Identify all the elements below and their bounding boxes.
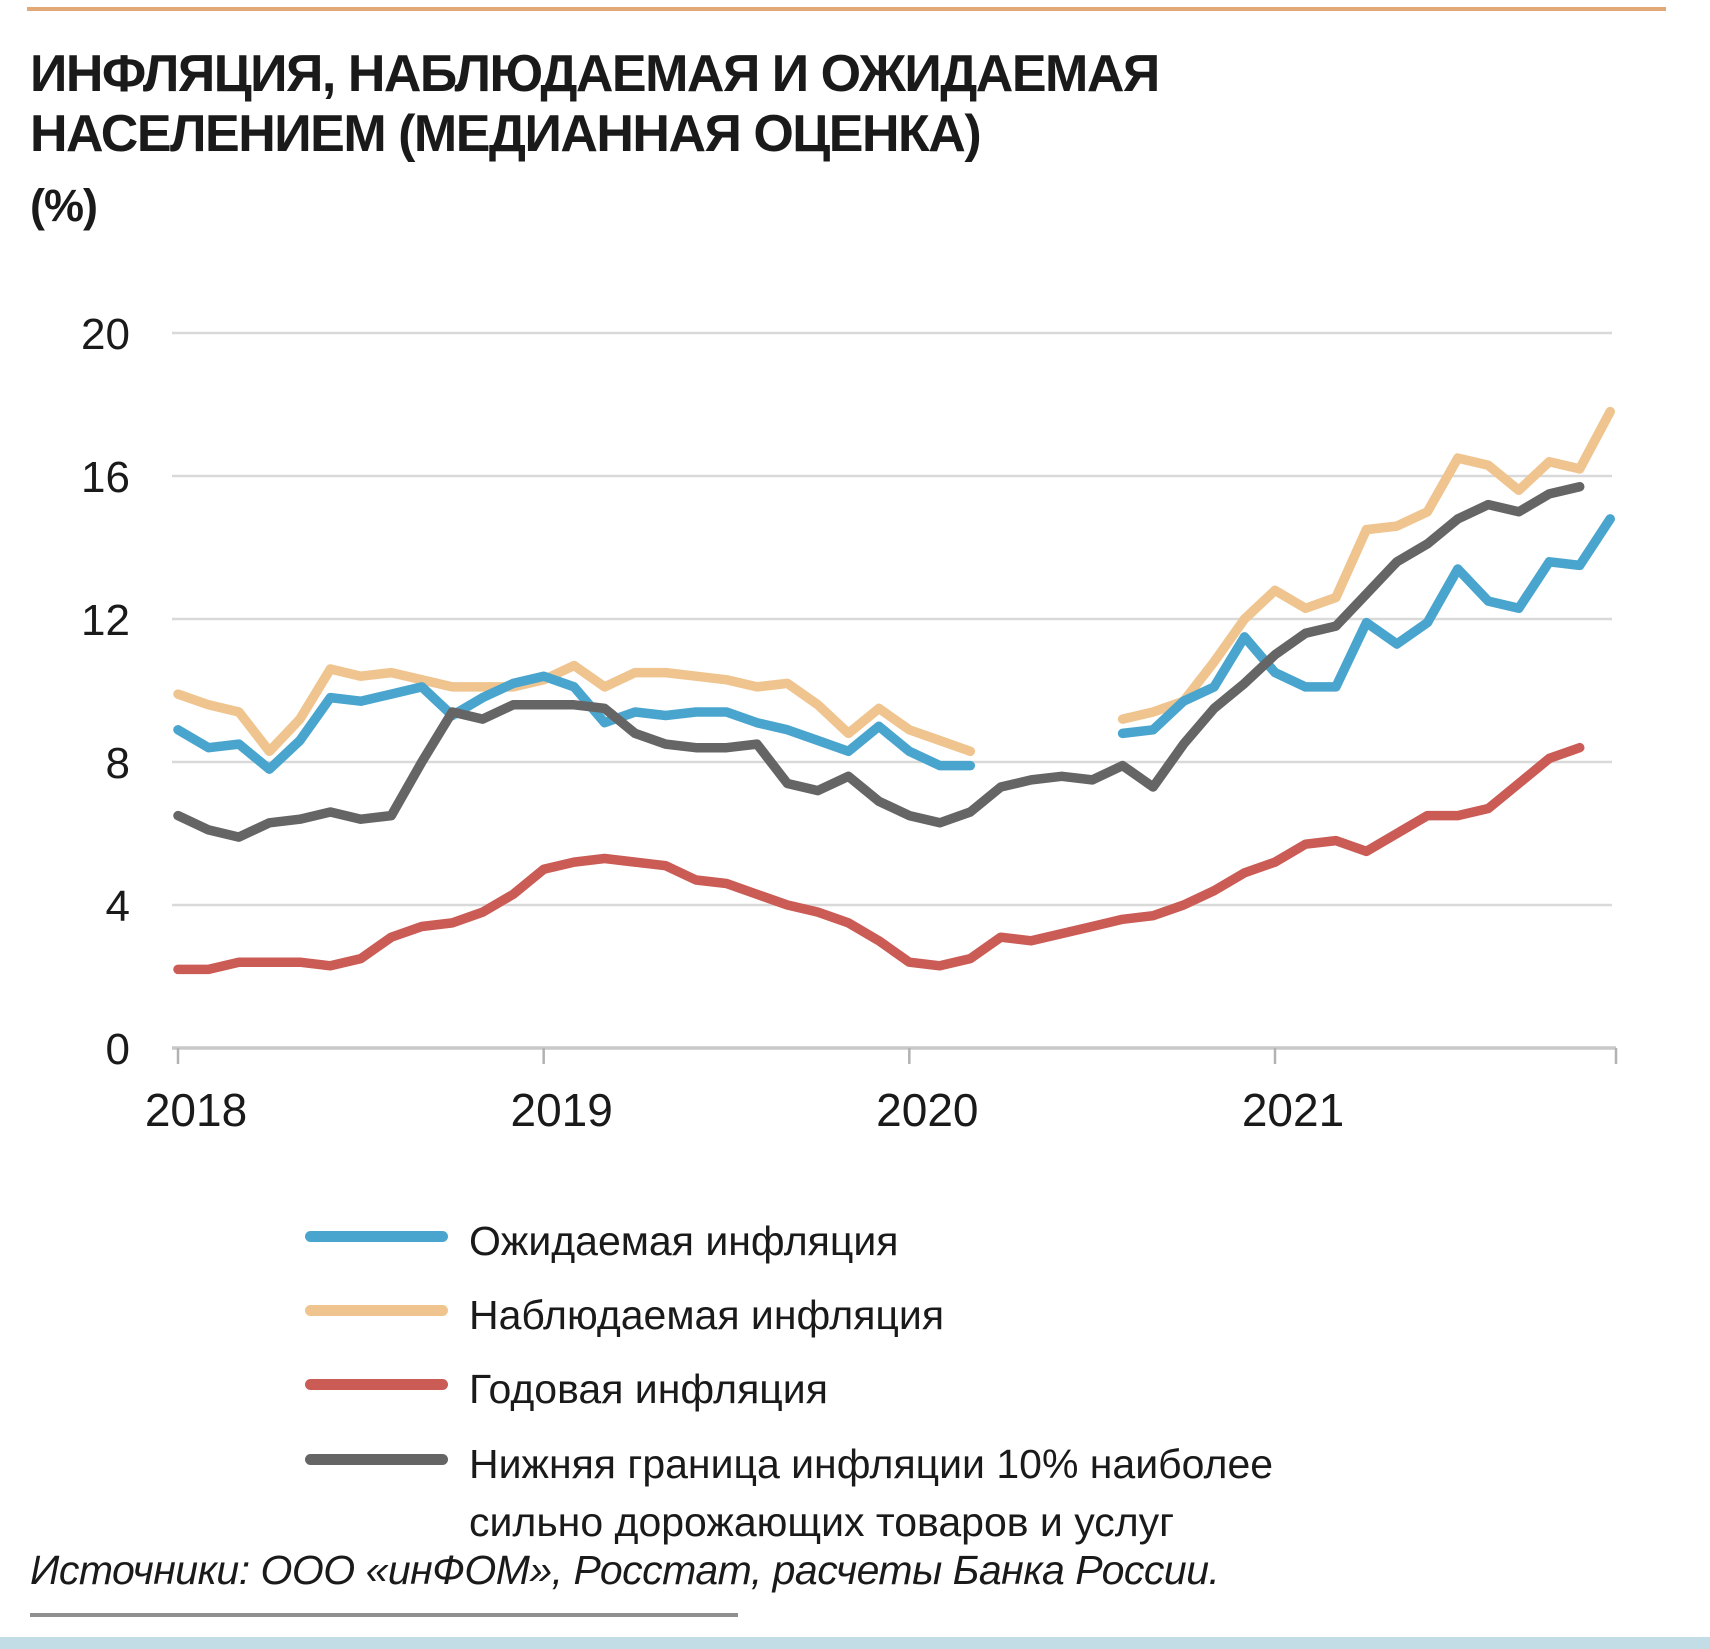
legend-item-observed: Наблюдаемая инфляция	[305, 1286, 1394, 1344]
page-title-line-1: ИНФЛЯЦИЯ, НАБЛЮДАЕМАЯ И ОЖИДАЕМАЯ	[30, 45, 1160, 103]
legend-label-lower10: Нижняя граница инфляции 10% наиболее сил…	[469, 1440, 1274, 1545]
y-axis-label-12: 12	[81, 596, 130, 645]
y-axis-label-20: 20	[81, 310, 130, 359]
x-axis-label-2018: 2018	[145, 1084, 247, 1136]
series-line-lower10	[173, 481, 1585, 842]
chart-legend: Ожидаемая инфляция Наблюдаемая инфляция …	[305, 1212, 1394, 1567]
y-axis-label-4: 4	[106, 882, 130, 931]
series-line-annual	[173, 742, 1585, 975]
top-decorative-rule	[27, 7, 1666, 11]
page-title: ИНФЛЯЦИЯ, НАБЛЮДАЕМАЯ И ОЖИДАЕМАЯ НАСЕЛЕ…	[30, 44, 1160, 165]
y-axis-label-8: 8	[106, 739, 130, 788]
legend-item-lower10: Нижняя граница инфляции 10% наиболее сил…	[305, 1435, 1394, 1551]
series-line-expected	[173, 514, 1615, 774]
unit-label: (%)	[30, 180, 98, 231]
legend-swatch-observed	[305, 1305, 448, 1317]
x-axis-label-2019: 2019	[510, 1084, 612, 1136]
source-note: Источники: ООО «инФОМ», Росстат, расчеты…	[30, 1547, 1220, 1593]
x-axis-label-2020: 2020	[876, 1084, 978, 1136]
source-underline	[30, 1613, 738, 1617]
legend-label-expected: Ожидаемая инфляция	[469, 1218, 899, 1264]
legend-swatch-annual	[305, 1379, 448, 1391]
legend-swatch-expected	[305, 1231, 448, 1242]
y-axis-label-0: 0	[106, 1025, 130, 1074]
legend-swatch-lower10	[305, 1453, 448, 1465]
y-axis-label-16: 16	[81, 453, 130, 502]
legend-item-expected: Ожидаемая инфляция	[305, 1212, 1394, 1270]
bottom-decorative-bar	[0, 1637, 1710, 1649]
legend-label-annual: Годовая инфляция	[469, 1366, 828, 1413]
page-title-line-2: НАСЕЛЕНИЕМ (МЕДИАННАЯ ОЦЕНКА)	[30, 105, 982, 164]
x-axis-label-2021: 2021	[1242, 1084, 1344, 1136]
legend-label-observed: Наблюдаемая инфляция	[469, 1292, 945, 1339]
series-line-observed	[173, 406, 1615, 757]
legend-item-annual: Годовая инфляция	[305, 1360, 1394, 1418]
inflation-line-chart: 0 4 8 12 16 20 2018 2019 2020 2021	[81, 310, 1618, 1136]
